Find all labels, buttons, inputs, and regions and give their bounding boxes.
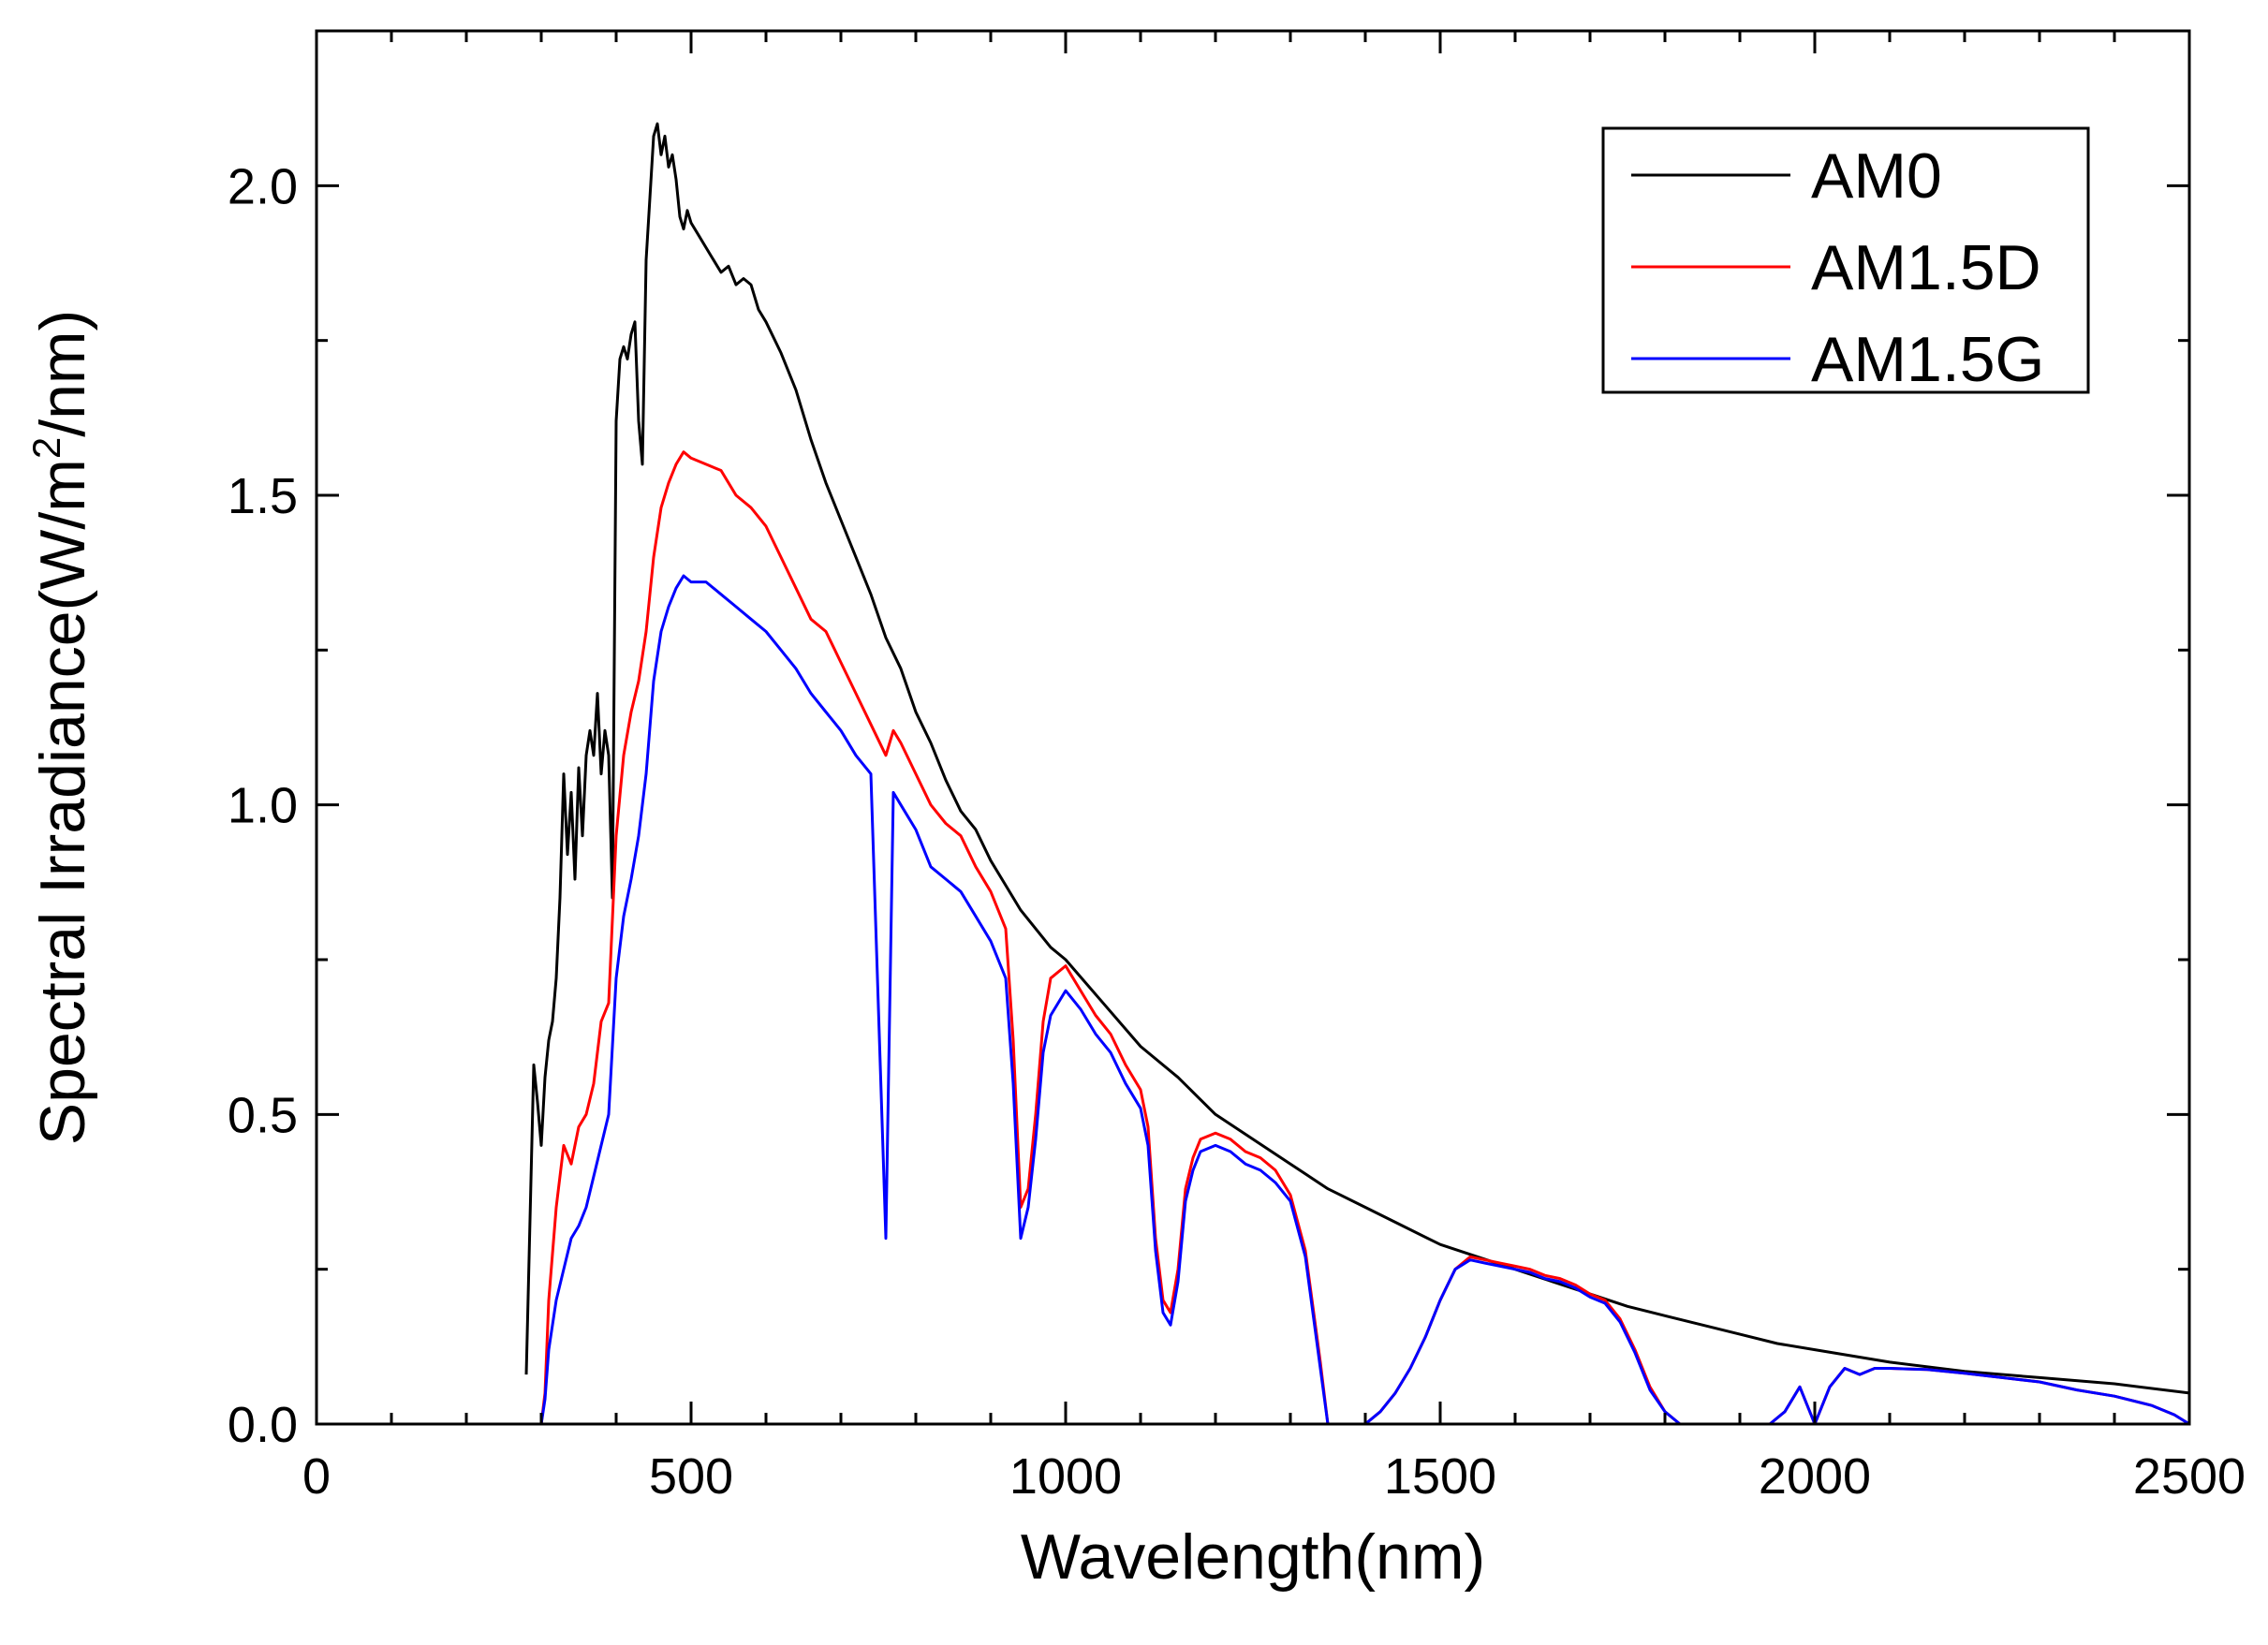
x-axis: 0 500 1000 1500 2000 2500 <box>302 31 2246 1505</box>
legend: AM0 AM1.5D AM1.5G <box>1601 126 2090 395</box>
y-tick-label: 1.5 <box>228 468 298 524</box>
y-tick-label: 1.0 <box>228 778 298 834</box>
x-axis-title: Wavelength(nm) <box>1021 1521 1485 1593</box>
y-axis-title: Spectral Irradiance(W/m2/nm) <box>24 310 98 1145</box>
y-tick-label: 2.0 <box>228 158 298 214</box>
series-layer <box>524 122 2190 1426</box>
x-tick-label: 2500 <box>2133 1448 2246 1505</box>
y-axis: 0.0 0.5 1.0 1.5 2.0 <box>228 29 2189 1453</box>
series-line-am1-5g <box>539 574 2190 1426</box>
plot-frame <box>315 29 2191 1426</box>
x-tick-label: 1500 <box>1384 1448 1496 1505</box>
y-tick-label: 0.5 <box>228 1087 298 1143</box>
x-tick-label: 1000 <box>1009 1448 1122 1505</box>
y-tick-label: 0.0 <box>228 1397 298 1453</box>
legend-label: AM0 <box>1811 140 1942 212</box>
legend-items: AM0 AM1.5D AM1.5G <box>1631 140 2044 395</box>
x-tick-label: 2000 <box>1759 1448 1871 1505</box>
x-tick-label: 0 <box>302 1448 331 1505</box>
legend-box <box>1601 126 2090 394</box>
y-axis-title-prefix: Spectral Irradiance(W/m <box>27 459 98 1145</box>
y-axis-title-superscript: 2 <box>24 437 68 459</box>
y-axis-title-suffix: /nm) <box>27 310 98 437</box>
series-line-am0 <box>524 122 2190 1395</box>
series-line-am1-5d <box>539 450 2190 1426</box>
legend-label: AM1.5D <box>1811 232 2041 303</box>
x-tick-label: 500 <box>649 1448 733 1505</box>
legend-label: AM1.5G <box>1811 324 2044 395</box>
